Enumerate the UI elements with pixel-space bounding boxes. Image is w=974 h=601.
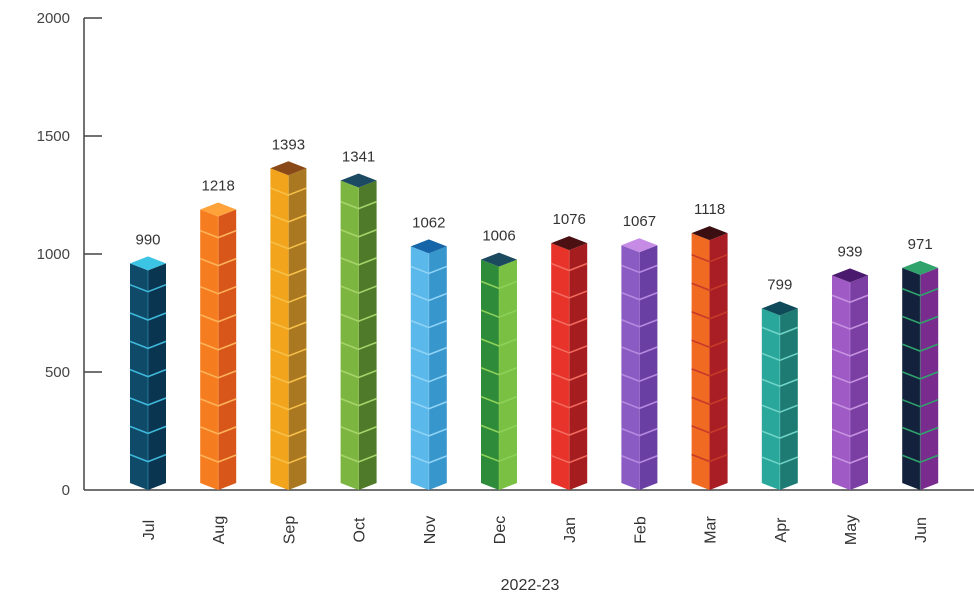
bar-side-face xyxy=(218,209,237,490)
data-label-feb: 1067 xyxy=(623,213,656,230)
x-tick-label-jun: Jun xyxy=(913,517,930,543)
data-labels: 990 1218 1393 1341 1062 1006 1076 1067 1118 799 93… xyxy=(135,136,932,293)
bar-front-face xyxy=(691,233,710,491)
data-label-apr: 799 xyxy=(767,276,792,293)
bar-side-face xyxy=(148,263,166,490)
bar-side-face xyxy=(639,245,658,490)
bar-front-face xyxy=(270,168,289,490)
bar-apr xyxy=(761,301,799,490)
bar-front-face xyxy=(551,243,570,490)
x-tick-label-sep: Sep xyxy=(281,516,298,545)
bar-top-face xyxy=(340,173,377,188)
bar-jan xyxy=(550,236,588,490)
bar-side-face xyxy=(850,275,868,490)
bar-top-face xyxy=(691,226,728,241)
bar-side-face xyxy=(288,168,307,490)
bar-front-face xyxy=(621,245,640,490)
bar-top-face xyxy=(832,268,868,283)
bar-side-face xyxy=(428,246,447,490)
x-tick-label-jul: Jul xyxy=(141,520,158,540)
bar-may xyxy=(831,268,869,490)
bar-aug xyxy=(199,202,237,490)
y-tick-label: 2000 xyxy=(37,10,70,27)
bar-top-face xyxy=(481,252,517,267)
bar-side-face xyxy=(569,243,588,490)
x-tick-label-aug: Aug xyxy=(211,516,228,544)
bar-front-face xyxy=(200,209,219,490)
bar-side-face xyxy=(920,267,939,490)
data-label-nov: 1062 xyxy=(412,214,445,231)
x-tick-label-apr: Apr xyxy=(773,517,790,543)
bar-side-face xyxy=(499,259,517,490)
bar-front-face xyxy=(130,263,148,490)
bar-top-face xyxy=(621,238,658,253)
bar-feb xyxy=(621,238,658,490)
bar-front-face xyxy=(832,275,850,490)
data-label-dec: 1006 xyxy=(482,228,515,245)
bar-front-face xyxy=(410,246,429,490)
data-label-jul: 990 xyxy=(135,231,160,248)
x-tick-label-may: May xyxy=(843,515,860,545)
bar-top-face xyxy=(410,239,447,254)
bar-top-face xyxy=(270,161,307,176)
bars xyxy=(129,161,939,491)
x-tick-label-mar: Mar xyxy=(703,516,720,544)
data-label-sep: 1393 xyxy=(272,136,305,153)
data-label-jan: 1076 xyxy=(553,211,586,228)
y-tick-label: 1500 xyxy=(37,128,70,145)
bar-front-face xyxy=(340,180,359,491)
x-tick-label-dec: Dec xyxy=(492,516,509,544)
data-label-may: 939 xyxy=(837,243,862,260)
x-tick-label-feb: Feb xyxy=(632,516,649,544)
data-label-mar: 1118 xyxy=(694,201,725,218)
bar-oct xyxy=(340,173,377,491)
bar-front-face xyxy=(902,267,921,490)
bar-side-face xyxy=(709,233,728,491)
bar-top-face xyxy=(902,260,939,275)
data-label-oct: 1341 xyxy=(342,149,375,166)
x-tick-label-jan: Jan xyxy=(562,517,579,543)
x-tick-label-oct: Oct xyxy=(352,517,369,542)
bar-front-face xyxy=(761,308,780,490)
y-tick-label: 500 xyxy=(45,364,70,381)
bar-top-face xyxy=(761,301,798,316)
bar-jul xyxy=(129,256,167,490)
bar-top-face xyxy=(130,256,166,271)
bar-top-face xyxy=(551,236,588,251)
bar-nov xyxy=(410,239,448,490)
bar-mar xyxy=(691,226,728,491)
y-axis: 0 500 1000 1500 2000 xyxy=(37,10,102,499)
x-tick-label-nov: Nov xyxy=(422,516,439,544)
y-tick-label: 0 xyxy=(62,482,70,499)
bar-front-face xyxy=(481,259,499,490)
data-label-aug: 1218 xyxy=(202,178,235,195)
bar-side-face xyxy=(358,180,377,491)
x-axis-title: 2022-23 xyxy=(501,577,560,594)
y-tick-label: 1000 xyxy=(37,246,70,263)
bar-side-face xyxy=(779,308,798,490)
bar-jun xyxy=(901,260,939,490)
category-labels: Jul Aug Sep Oct Nov Dec Jan Feb Mar Apr May Jun xyxy=(141,515,930,545)
bar-sep xyxy=(270,161,307,490)
bar-dec xyxy=(480,252,518,490)
data-label-jun: 971 xyxy=(908,236,933,253)
bar-top-face xyxy=(200,202,237,217)
